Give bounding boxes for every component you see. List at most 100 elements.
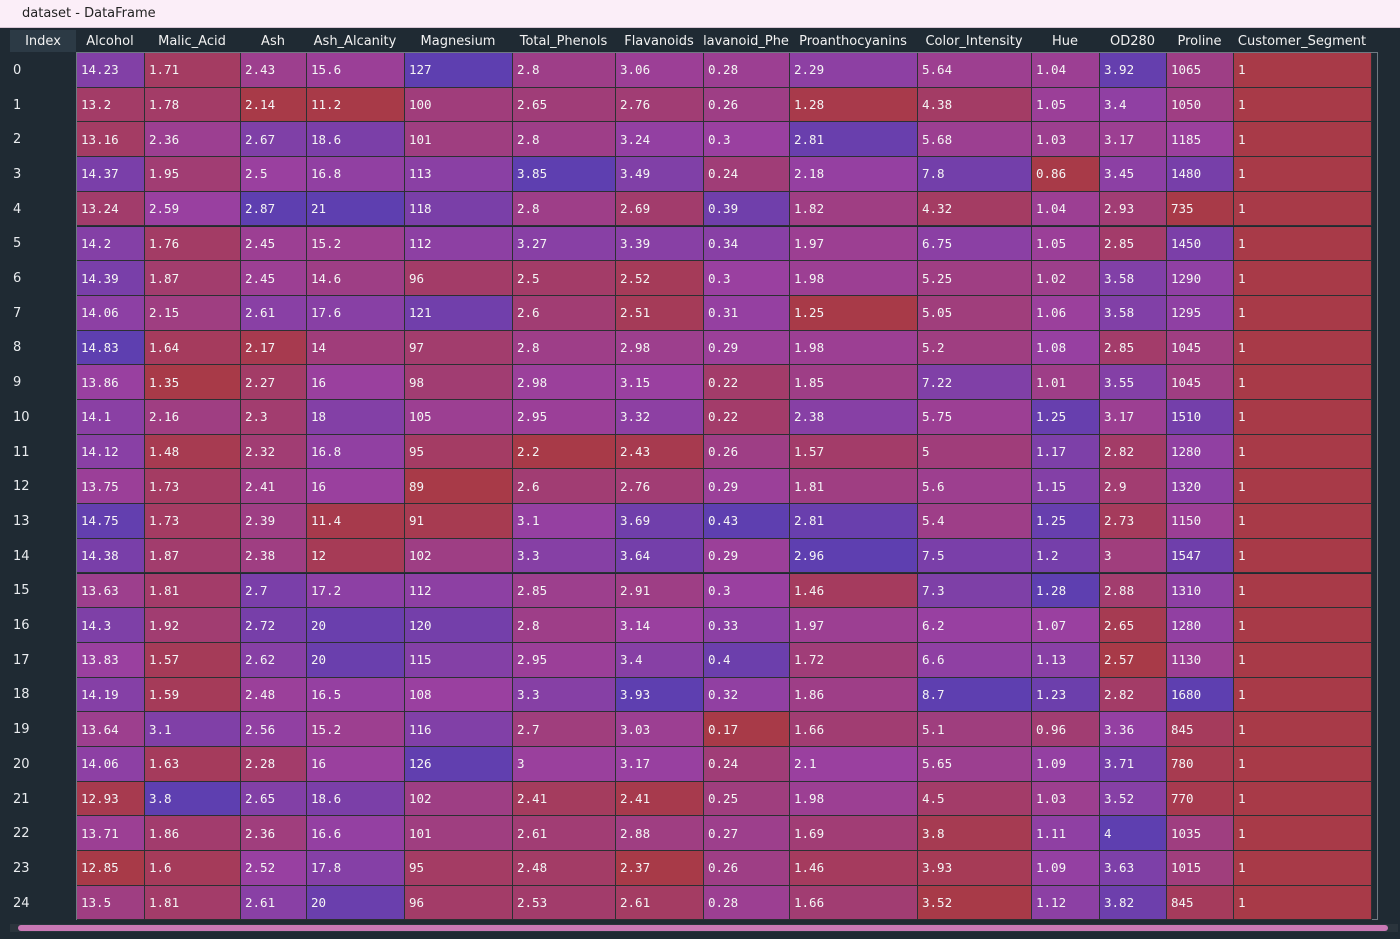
table-cell[interactable]: 16.8 bbox=[307, 434, 405, 470]
table-cell[interactable]: 3.52 bbox=[918, 885, 1032, 921]
table-cell[interactable]: 1.78 bbox=[145, 87, 241, 123]
table-cell[interactable]: 112 bbox=[405, 573, 513, 609]
table-cell[interactable]: 2.61 bbox=[241, 885, 307, 921]
table-cell[interactable]: 15.2 bbox=[307, 712, 405, 747]
table-cell[interactable]: 121 bbox=[405, 295, 513, 331]
table-cell[interactable]: 2.85 bbox=[1100, 330, 1167, 366]
table-cell[interactable]: 1.6 bbox=[145, 851, 241, 886]
table-cell[interactable]: 1.48 bbox=[145, 434, 241, 470]
table-cell[interactable]: 3.03 bbox=[616, 712, 704, 747]
table-cell[interactable]: 2.15 bbox=[145, 295, 241, 331]
table-cell[interactable]: 118 bbox=[405, 191, 513, 227]
table-cell[interactable]: 1.87 bbox=[145, 538, 241, 574]
table-cell[interactable]: 1.46 bbox=[790, 573, 918, 609]
table-cell[interactable]: 11.4 bbox=[307, 504, 405, 539]
table-cell[interactable]: 2.5 bbox=[241, 157, 307, 192]
table-cell[interactable]: 3.15 bbox=[616, 365, 704, 400]
table-cell[interactable]: 2.17 bbox=[241, 330, 307, 366]
row-index[interactable]: 6 bbox=[13, 271, 22, 287]
table-cell[interactable]: 0.31 bbox=[704, 295, 790, 331]
table-cell[interactable]: 2.39 bbox=[241, 504, 307, 539]
table-cell[interactable]: 1 bbox=[1234, 538, 1372, 574]
table-cell[interactable]: 14 bbox=[307, 330, 405, 366]
table-cell[interactable]: 2.27 bbox=[241, 365, 307, 400]
table-cell[interactable]: 5.6 bbox=[918, 469, 1032, 505]
table-cell[interactable]: 1 bbox=[1234, 434, 1372, 470]
horizontal-scrollbar[interactable] bbox=[10, 924, 1398, 932]
table-cell[interactable]: 2.43 bbox=[616, 434, 704, 470]
table-cell[interactable]: 1.28 bbox=[1032, 573, 1100, 609]
table-cell[interactable]: 12 bbox=[307, 538, 405, 574]
table-cell[interactable]: 2.38 bbox=[790, 400, 918, 435]
table-cell[interactable]: 2.29 bbox=[790, 53, 918, 88]
table-cell[interactable]: 14.38 bbox=[77, 538, 145, 574]
table-cell[interactable]: 770 bbox=[1167, 781, 1234, 817]
table-cell[interactable]: 2.93 bbox=[1100, 191, 1167, 227]
table-cell[interactable]: 3 bbox=[1100, 538, 1167, 574]
table-cell[interactable]: 2.9 bbox=[1100, 469, 1167, 505]
row-index[interactable]: 12 bbox=[13, 479, 30, 495]
table-cell[interactable]: 14.2 bbox=[77, 226, 145, 262]
table-cell[interactable]: 13.63 bbox=[77, 573, 145, 609]
table-cell[interactable]: 126 bbox=[405, 747, 513, 782]
table-cell[interactable]: 780 bbox=[1167, 747, 1234, 782]
table-cell[interactable]: 1.73 bbox=[145, 504, 241, 539]
table-cell[interactable]: 3.69 bbox=[616, 504, 704, 539]
column-header[interactable]: Total_Phenols bbox=[519, 34, 608, 49]
table-cell[interactable]: 20 bbox=[307, 642, 405, 678]
table-cell[interactable]: 1.66 bbox=[790, 885, 918, 921]
table-cell[interactable]: 2.76 bbox=[616, 469, 704, 505]
table-cell[interactable]: 0.24 bbox=[704, 747, 790, 782]
table-cell[interactable]: 845 bbox=[1167, 712, 1234, 747]
table-cell[interactable]: 1 bbox=[1234, 157, 1372, 192]
table-cell[interactable]: 3.27 bbox=[513, 226, 616, 262]
table-cell[interactable]: 3.71 bbox=[1100, 747, 1167, 782]
table-cell[interactable]: 1.05 bbox=[1032, 87, 1100, 123]
table-cell[interactable]: 2.65 bbox=[1100, 608, 1167, 643]
table-cell[interactable]: 2.82 bbox=[1100, 434, 1167, 470]
table-cell[interactable]: 3.52 bbox=[1100, 781, 1167, 817]
table-cell[interactable]: 14.75 bbox=[77, 504, 145, 539]
row-index[interactable]: 20 bbox=[13, 756, 30, 772]
column-header[interactable]: Ash bbox=[261, 34, 285, 49]
table-cell[interactable]: 13.5 bbox=[77, 885, 145, 921]
table-cell[interactable]: 2.36 bbox=[241, 816, 307, 852]
table-cell[interactable]: 1 bbox=[1234, 747, 1372, 782]
table-cell[interactable]: 1.81 bbox=[145, 885, 241, 921]
table-cell[interactable]: 2.91 bbox=[616, 573, 704, 609]
table-cell[interactable]: 14.6 bbox=[307, 261, 405, 296]
table-cell[interactable]: 1 bbox=[1234, 677, 1372, 713]
table-cell[interactable]: 0.26 bbox=[704, 434, 790, 470]
table-cell[interactable]: 2.98 bbox=[616, 330, 704, 366]
table-cell[interactable]: 2.48 bbox=[241, 677, 307, 713]
table-cell[interactable]: 101 bbox=[405, 816, 513, 852]
table-cell[interactable]: 0.4 bbox=[704, 642, 790, 678]
table-cell[interactable]: 3.3 bbox=[513, 677, 616, 713]
table-cell[interactable]: 0.25 bbox=[704, 781, 790, 817]
table-cell[interactable]: 1.09 bbox=[1032, 851, 1100, 886]
table-cell[interactable]: 1.98 bbox=[790, 330, 918, 366]
table-cell[interactable]: 2.81 bbox=[790, 122, 918, 158]
table-cell[interactable]: 16.6 bbox=[307, 816, 405, 852]
table-cell[interactable]: 1680 bbox=[1167, 677, 1234, 713]
table-cell[interactable]: 105 bbox=[405, 400, 513, 435]
table-cell[interactable]: 1045 bbox=[1167, 330, 1234, 366]
table-cell[interactable]: 14.37 bbox=[77, 157, 145, 192]
table-cell[interactable]: 6.2 bbox=[918, 608, 1032, 643]
table-cell[interactable]: 3.55 bbox=[1100, 365, 1167, 400]
table-cell[interactable]: 17.6 bbox=[307, 295, 405, 331]
table-cell[interactable]: 1.57 bbox=[790, 434, 918, 470]
table-cell[interactable]: 2.95 bbox=[513, 642, 616, 678]
table-cell[interactable]: 95 bbox=[405, 851, 513, 886]
table-cell[interactable]: 2.16 bbox=[145, 400, 241, 435]
table-cell[interactable]: 1185 bbox=[1167, 122, 1234, 158]
table-cell[interactable]: 2.5 bbox=[513, 261, 616, 296]
table-cell[interactable]: 12.85 bbox=[77, 851, 145, 886]
table-cell[interactable]: 2.88 bbox=[1100, 573, 1167, 609]
table-cell[interactable]: 96 bbox=[405, 261, 513, 296]
column-header[interactable]: Flavanoids bbox=[624, 34, 694, 49]
table-cell[interactable]: 7.3 bbox=[918, 573, 1032, 609]
table-cell[interactable]: 4 bbox=[1100, 816, 1167, 852]
table-cell[interactable]: 1480 bbox=[1167, 157, 1234, 192]
row-index[interactable]: 11 bbox=[13, 444, 30, 460]
